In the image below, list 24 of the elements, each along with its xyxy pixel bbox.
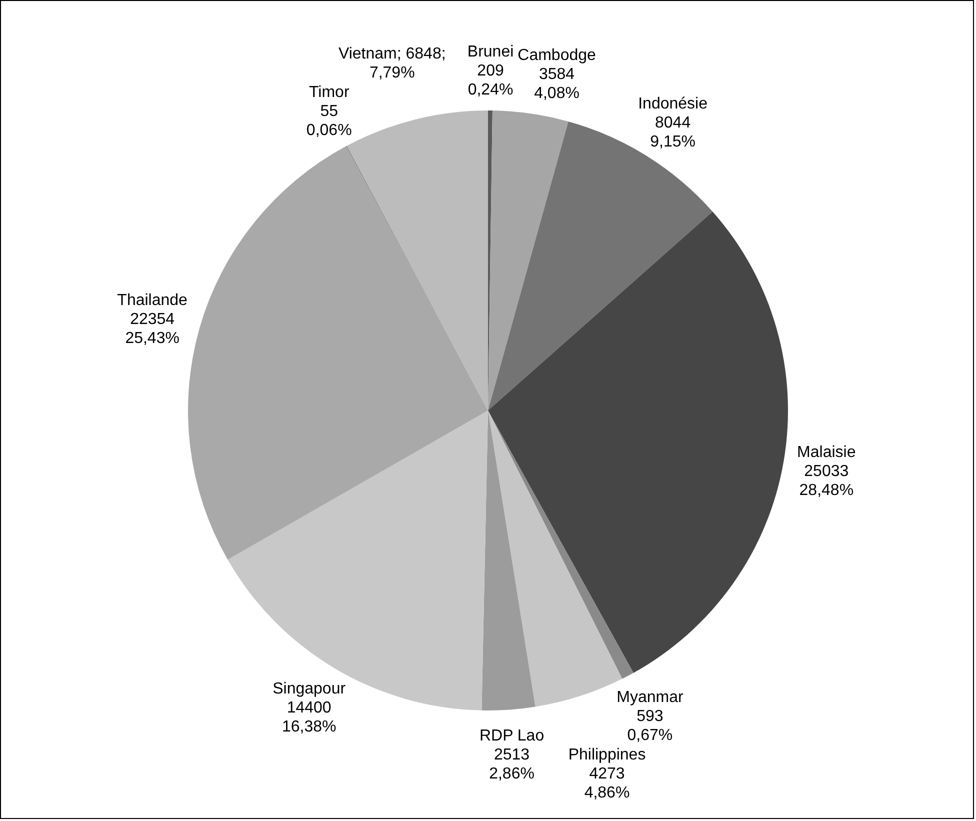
pie-slice: [488, 410, 634, 679]
slice-label: Brunei: [467, 44, 514, 61]
data-label: 2513 2,86%: [489, 746, 534, 783]
data-label: 14400 16,38%: [282, 700, 336, 736]
data-label: 25033 28,48%: [799, 462, 854, 499]
data-label: 55 0,06%: [306, 103, 352, 140]
slice-label: Myanmar: [616, 688, 684, 706]
slice-label: Vietnam; 6848; 7,79%: [338, 45, 446, 82]
data-label: 4273 4,86%: [584, 765, 630, 802]
slice-label: Philippines: [568, 746, 646, 764]
pie-slice: [488, 212, 788, 673]
slice-label: Indonésie: [638, 96, 708, 113]
pie-slice: [482, 410, 536, 710]
data-label: 8044 9,15%: [650, 114, 696, 151]
slice-label: Timor: [308, 84, 350, 102]
data-label: 209 0,24%: [468, 62, 514, 99]
slice-label: Singapour: [272, 680, 346, 698]
slice-label: RDP Lao: [479, 728, 544, 745]
slice-label: Cambodge: [518, 46, 596, 64]
slice-label: Malaisie: [797, 444, 856, 461]
slice-label: Thailande: [117, 292, 188, 309]
data-label: 22354 25,43%: [125, 310, 180, 347]
data-label: 593 0,67%: [627, 708, 673, 744]
data-label: 3584 4,08%: [534, 66, 580, 102]
